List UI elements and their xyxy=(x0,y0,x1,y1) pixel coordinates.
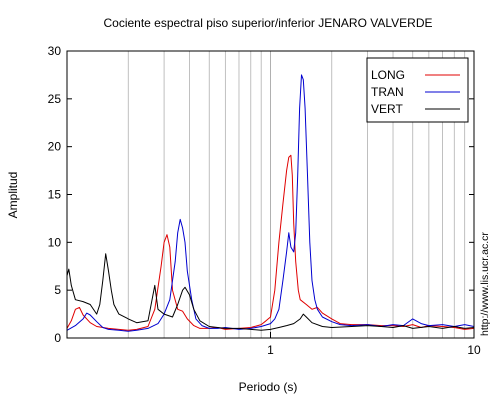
y-tick-label: 25 xyxy=(48,92,62,106)
y-tick-label: 0 xyxy=(54,331,61,345)
legend-label-tran: TRAN xyxy=(371,85,404,99)
chart-title: Cociente espectral piso superior/inferio… xyxy=(103,16,432,30)
y-tick-label: 5 xyxy=(54,283,61,297)
y-tick-label: 15 xyxy=(48,188,62,202)
x-axis-label: Periodo (s) xyxy=(239,380,298,394)
legend-label-long: LONG xyxy=(371,68,405,82)
legend: LONG TRAN VERT xyxy=(366,57,469,123)
y-tick-label: 10 xyxy=(48,235,62,249)
series-line-vert xyxy=(67,253,474,331)
svg-text:http://www.lis.ucr.ac.cr: http://www.lis.ucr.ac.cr xyxy=(479,232,491,336)
y-tick-label: 20 xyxy=(48,140,62,154)
series-lines xyxy=(67,74,474,332)
x-tick-label: 10 xyxy=(467,343,481,357)
y-axis-label: Amplitud xyxy=(6,172,20,219)
x-tick-label: 1 xyxy=(267,343,274,357)
series-line-tran xyxy=(67,74,474,332)
legend-box xyxy=(366,57,469,123)
legend-label-vert: VERT xyxy=(371,102,403,116)
plot-frame xyxy=(66,50,475,339)
y-tick-label: 30 xyxy=(48,44,62,58)
watermark-url: http://www.lis.ucr.ac.cr xyxy=(479,232,491,336)
